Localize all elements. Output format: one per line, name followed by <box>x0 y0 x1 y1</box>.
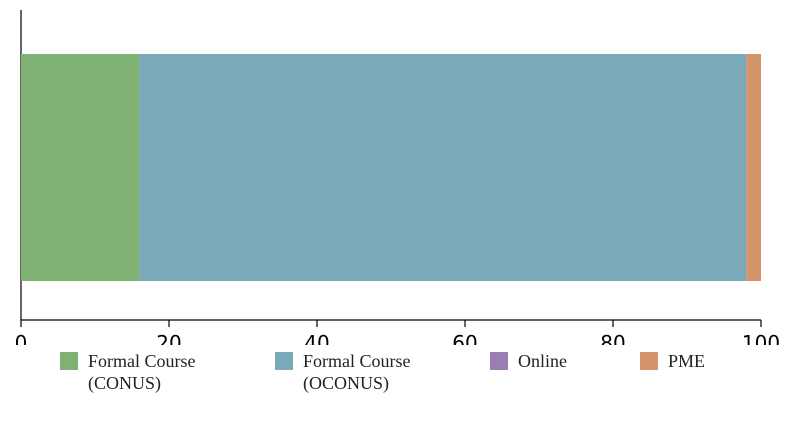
bar-segment <box>746 54 761 281</box>
legend-item: Formal Course (CONUS) <box>60 350 218 394</box>
bar-segment <box>139 54 747 281</box>
legend-swatch <box>490 352 508 370</box>
bar-segment <box>21 54 140 281</box>
legend-swatch <box>640 352 658 370</box>
chart: 0 20 40 60 80 100 <box>15 10 780 345</box>
legend: Formal Course (CONUS) Formal Course (OCON… <box>0 350 788 430</box>
legend-swatch <box>275 352 293 370</box>
x-tick-label: 0 <box>15 331 28 345</box>
legend-label: PME <box>668 351 706 371</box>
x-tick-label: 20 <box>156 331 181 345</box>
legend-label: Formal Course (OCONUS) <box>303 351 411 393</box>
legend-label: Online <box>518 351 567 371</box>
x-tick-label: 100 <box>742 331 780 345</box>
x-tick-label: 80 <box>600 331 625 345</box>
x-tick-label: 60 <box>452 331 477 345</box>
legend-item: Formal Course (OCONUS) <box>275 350 433 394</box>
legend-swatch <box>60 352 78 370</box>
x-tick-label: 40 <box>304 331 329 345</box>
legend-label: Formal Course (CONUS) <box>88 351 196 393</box>
legend-item: Online <box>490 350 648 372</box>
legend-item: PME <box>640 350 788 372</box>
